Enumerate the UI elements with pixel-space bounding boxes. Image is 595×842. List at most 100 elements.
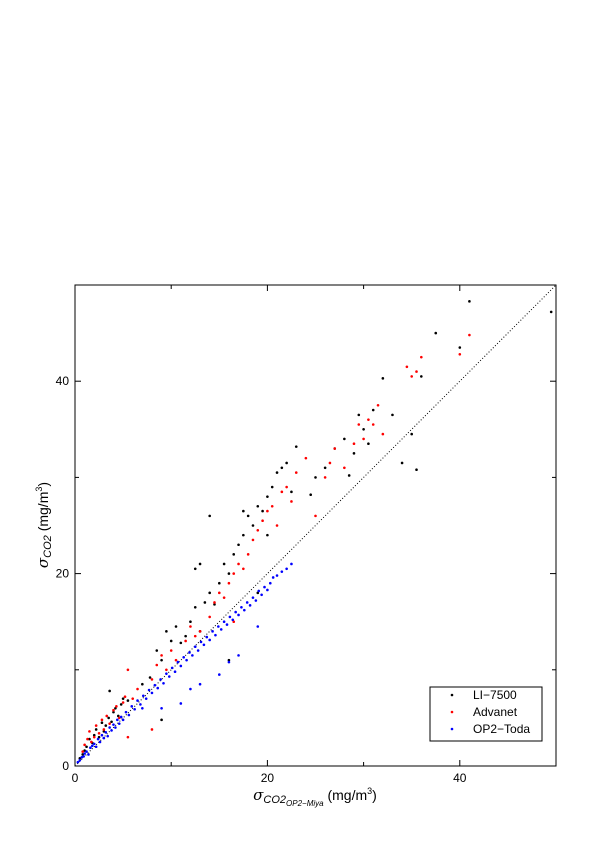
point-li7500	[78, 757, 82, 760]
point-advanet	[117, 716, 121, 720]
point-li7500	[100, 721, 104, 725]
point-advanet	[90, 740, 93, 744]
point-advanet	[169, 649, 173, 652]
point-op2toda	[266, 588, 269, 592]
point-advanet	[123, 695, 127, 699]
point-advanet	[115, 705, 118, 708]
point-op2toda	[106, 734, 110, 738]
point-advanet	[343, 466, 346, 470]
point-li7500	[88, 737, 91, 741]
point-op2toda	[83, 752, 86, 755]
point-advanet	[136, 687, 139, 691]
point-advanet	[294, 471, 298, 474]
point-li7500	[160, 658, 163, 662]
point-advanet	[165, 668, 168, 672]
point-advanet	[328, 461, 332, 465]
point-op2toda	[285, 567, 288, 571]
point-li7500	[294, 445, 298, 448]
point-advanet	[280, 490, 284, 494]
point-op2toda	[94, 745, 98, 749]
point-op2toda	[102, 736, 106, 740]
point-op2toda	[167, 675, 171, 678]
point-advanet	[367, 418, 370, 421]
point-advanet	[232, 572, 236, 575]
point-advanet	[405, 365, 409, 369]
point-op2toda	[222, 620, 226, 623]
point-op2toda	[245, 601, 249, 604]
point-li7500	[107, 716, 110, 720]
legend: LI−7500 Advanet OP2−Toda	[429, 686, 543, 742]
point-li7500	[81, 753, 84, 756]
point-li7500	[102, 730, 106, 733]
point-li7500	[193, 567, 197, 571]
point-li7500	[232, 553, 236, 556]
point-advanet	[246, 553, 250, 556]
point-op2toda	[127, 713, 131, 717]
point-li7500	[83, 749, 86, 752]
point-op2toda	[112, 723, 115, 726]
point-advanet	[198, 630, 202, 633]
point-op2toda	[218, 673, 221, 676]
point-li7500	[203, 601, 207, 604]
point-advanet	[357, 423, 361, 426]
point-advanet	[126, 735, 130, 739]
point-advanet	[105, 714, 109, 718]
point-li7500	[108, 689, 111, 693]
point-advanet	[155, 663, 159, 667]
point-advanet	[150, 678, 154, 681]
point-op2toda	[256, 625, 260, 628]
point-op2toda	[173, 670, 177, 674]
point-op2toda	[82, 755, 85, 758]
point-advanet	[189, 625, 192, 628]
point-op2toda	[237, 613, 240, 617]
legend-marker-li7500	[450, 693, 454, 697]
point-advanet	[227, 581, 231, 585]
point-op2toda	[165, 672, 168, 675]
plot-frame	[74, 284, 557, 767]
y-axis-label: σCO2 (mg/m3)	[34, 482, 54, 568]
point-li7500	[410, 432, 414, 436]
point-advanet	[86, 737, 89, 741]
point-advanet	[102, 728, 106, 731]
point-li7500	[85, 745, 88, 749]
point-advanet	[88, 730, 91, 733]
point-li7500	[261, 509, 264, 513]
point-li7500	[266, 533, 269, 537]
point-op2toda	[185, 658, 188, 662]
point-op2toda	[237, 654, 240, 657]
point-li7500	[92, 733, 96, 737]
point-li7500	[165, 630, 168, 633]
axis-ticks	[74, 284, 557, 767]
point-li7500	[198, 562, 202, 566]
point-li7500	[270, 485, 274, 489]
point-op2toda	[254, 599, 258, 602]
point-op2toda	[104, 731, 108, 734]
point-op2toda	[170, 666, 174, 670]
point-op2toda	[211, 630, 214, 633]
point-op2toda	[89, 746, 92, 750]
point-li7500	[290, 490, 293, 494]
point-op2toda	[130, 705, 134, 708]
point-op2toda	[98, 740, 102, 744]
point-advanet	[362, 437, 365, 441]
point-advanet	[208, 615, 211, 619]
point-op2toda	[87, 753, 90, 756]
point-li7500	[174, 625, 178, 628]
point-li7500	[184, 634, 187, 638]
x-tick-label-1: 20	[261, 771, 275, 785]
point-advanet	[333, 447, 337, 450]
point-li7500	[104, 724, 108, 727]
point-li7500	[237, 543, 240, 547]
point-advanet	[275, 524, 279, 527]
point-advanet	[304, 456, 308, 460]
point-li7500	[242, 533, 245, 537]
point-li7500	[169, 639, 173, 643]
point-advanet	[94, 724, 98, 727]
legend-label-op2toda: OP2−Toda	[473, 722, 530, 736]
point-advanet	[150, 728, 154, 731]
point-op2toda	[225, 623, 229, 626]
point-op2toda	[117, 722, 121, 725]
point-op2toda	[92, 742, 96, 746]
point-op2toda	[156, 686, 160, 690]
